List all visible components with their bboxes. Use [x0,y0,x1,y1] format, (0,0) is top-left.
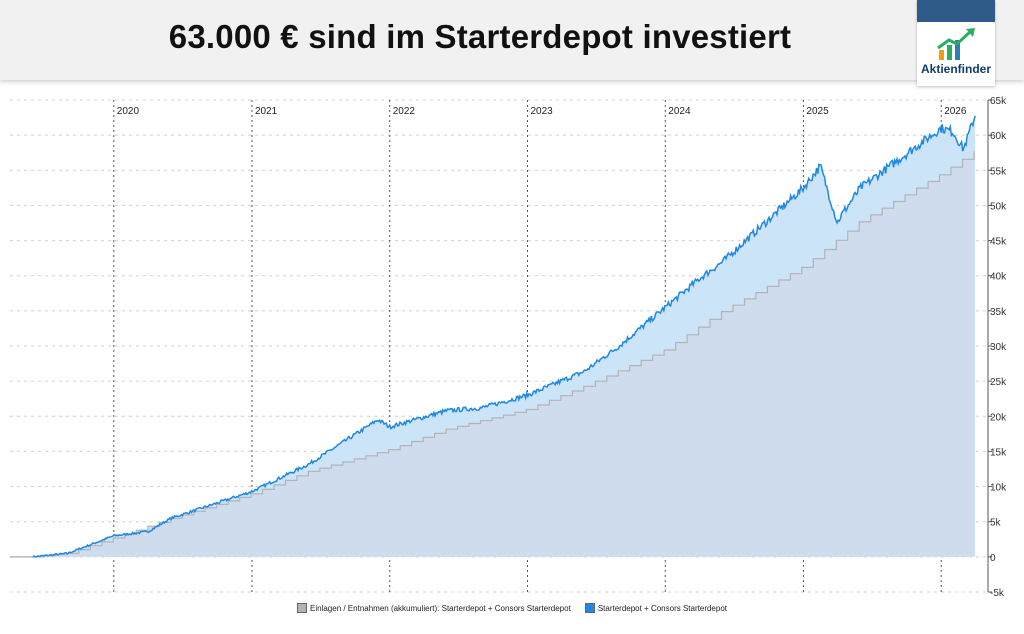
y-tick-label: 25k [990,377,1007,388]
deposits-line [31,151,975,558]
header-bar: 63.000 € sind im Starterdepot investiert [0,0,1024,80]
legend-item-deposits: Einlagen / Entnahmen (akkumuliert): Star… [297,603,571,613]
legend-item-portfolio: Starterdepot + Consors Starterdepot [584,603,727,613]
legend-swatch-deposits [297,603,307,613]
rising-arrow-chart-icon [937,28,975,60]
legend-swatch-portfolio [584,603,595,613]
x-tick-label: 2023 [530,106,553,117]
x-tick-label: 2022 [393,106,416,117]
chart-legend: Einlagen / Entnahmen (akkumuliert): Star… [0,603,1024,613]
legend-label-portfolio: Starterdepot + Consors Starterdepot [597,603,727,613]
y-tick-label: 40k [990,272,1007,283]
y-tick-label: 60k [990,131,1007,142]
y-tick-label: 5k [990,518,1002,529]
logo-text: Aktienfinder [920,62,991,76]
y-tick-label: 15k [990,447,1007,458]
logo-top-bar [917,0,995,22]
x-tick-label: 2020 [117,106,140,117]
y-tick-label: 55k [990,166,1007,177]
aktienfinder-logo: Aktienfinder [917,0,995,86]
y-tick-label: 30k [990,342,1007,353]
y-tick-label: 45k [990,237,1007,248]
x-tick-label: 2024 [668,106,691,117]
depot-value-chart: -5k 0 5k 10k 15k 20k 25k 30k 35k 40k 45k 50k 55k 60k 6… [10,96,1007,599]
deposits-area [10,151,974,557]
y-tick-label: 20k [990,412,1007,423]
portfolio-line [32,115,976,558]
y-tick-label: 35k [990,307,1007,318]
y-tick-label: 65k [990,96,1007,107]
page-title: 63.000 € sind im Starterdepot investiert [168,18,792,55]
y-tick-label: 10k [990,483,1007,494]
y-tick-label: -5k [990,588,1005,599]
legend-label-deposits: Einlagen / Entnahmen (akkumuliert): Star… [310,603,571,613]
y-tick-label: 50k [990,201,1007,212]
x-tick-label: 2025 [806,106,829,117]
x-tick-label: 2021 [255,106,278,117]
x-tick-label: 2026 [944,106,967,117]
y-tick-label: 0 [990,553,996,564]
